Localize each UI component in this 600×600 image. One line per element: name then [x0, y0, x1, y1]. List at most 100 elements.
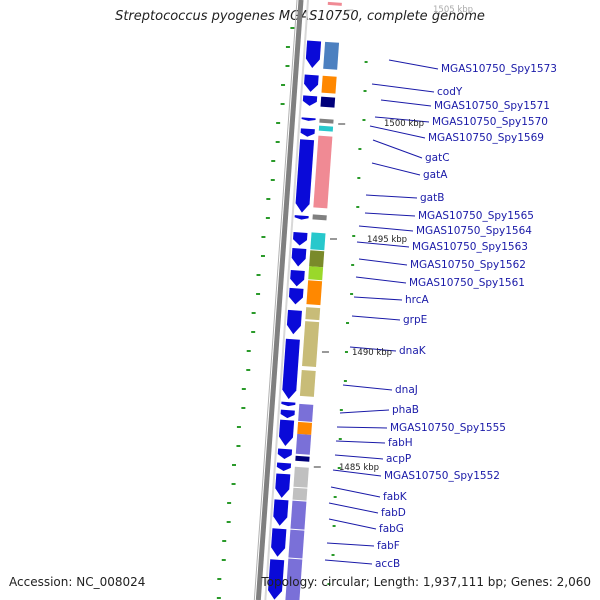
gene-label: gatA [423, 169, 448, 181]
label-leader-line [358, 225, 414, 232]
gene-label: dnaJ [395, 384, 418, 396]
gene-label: MGAS10750_Spy1573 [441, 63, 557, 75]
feature-block [299, 369, 316, 397]
genome-summary-text: Topology: circular; Length: 1,937,111 bp… [261, 575, 591, 589]
gene-label: grpE [403, 314, 428, 326]
label-leader-line [353, 296, 403, 301]
label-leader-line [336, 426, 388, 429]
label-leader-line [372, 139, 423, 159]
kbp-label: 1495 kbp [367, 235, 408, 245]
feature-block [292, 487, 308, 501]
label-leader-line [326, 542, 375, 547]
backbone-shadow [253, 0, 298, 600]
feature-block [310, 232, 326, 251]
feature-block [298, 403, 314, 422]
label-leader-line [335, 440, 386, 444]
feature-block [318, 125, 334, 132]
label-leader-line [349, 346, 397, 352]
gene-label: MGAS10750_Spy1569 [428, 132, 544, 144]
feature-block [295, 455, 310, 462]
kbp-label: 1490 kbp [352, 348, 393, 358]
label-leader-line [339, 409, 390, 414]
cds-arrow [290, 269, 305, 287]
cds-arrow [275, 473, 291, 498]
label-leader-line [369, 125, 426, 139]
label-leader-line [355, 276, 407, 284]
label-leader-line [351, 315, 401, 321]
feature-block [320, 96, 336, 108]
gene-label: MGAS10750_Spy1562 [410, 259, 526, 271]
feature-block [305, 307, 321, 321]
label-leader-line [380, 99, 432, 107]
gene-label: fabK [383, 491, 407, 503]
feature-block [312, 214, 327, 221]
label-leader-line [364, 212, 416, 217]
cds-arrow [293, 232, 308, 246]
gene-label: gatB [420, 192, 445, 204]
feature-block [313, 135, 333, 209]
cds-arrow [302, 95, 318, 106]
cds-arrow [301, 117, 316, 121]
accession-text: Accession: NC_008024 [9, 575, 146, 589]
feature-block [302, 321, 320, 367]
cds-arrow [281, 401, 296, 407]
gene-label: MGAS10750_Spy1565 [418, 210, 534, 222]
cds-arrow [280, 409, 295, 419]
gene-label: dnaK [399, 345, 426, 357]
gene-label: fabG [379, 523, 404, 535]
feature-block [295, 433, 312, 455]
gene-label: MGAS10750_Spy1571 [434, 100, 550, 112]
cds-arrow [295, 139, 315, 213]
gene-label: MGAS10750_Spy1561 [409, 277, 525, 289]
gene-label: accB [375, 558, 401, 570]
feature-block [297, 421, 313, 435]
label-leader-line [334, 454, 384, 460]
cds-arrow [291, 248, 307, 267]
backbone-outer [255, 0, 304, 600]
backbone-inner [264, 0, 309, 600]
feature-block [319, 118, 334, 124]
label-leader-line [388, 59, 439, 70]
label-leader-line [342, 384, 393, 391]
feature-block [309, 250, 325, 268]
cds-arrow [276, 462, 292, 471]
label-leader-line [332, 469, 382, 477]
label-leader-line [324, 559, 373, 565]
label-leader-line [365, 194, 418, 199]
gene-label: gatC [425, 152, 450, 164]
gene-label: MGAS10750_Spy1563 [412, 241, 528, 253]
label-leader-line [371, 162, 421, 176]
gene-label: acpP [386, 453, 412, 465]
label-leader-line [356, 241, 410, 248]
gene-label: fabF [377, 540, 400, 552]
cds-arrow [282, 338, 300, 400]
cds-arrow [288, 287, 304, 305]
feature-block [321, 75, 337, 94]
cds-arrow [268, 559, 285, 600]
gene-label: fabH [388, 437, 413, 449]
feature-block [306, 280, 323, 306]
gene-label: hrcA [405, 294, 429, 306]
feature-ring [268, 1, 342, 600]
cds-arrow [305, 40, 322, 68]
label-leader-line [330, 486, 381, 498]
label-leader-line [328, 502, 379, 514]
gene-label: MGAS10750_Spy1564 [416, 225, 532, 237]
cds-arrow [304, 74, 319, 92]
label-leader-line [358, 258, 408, 266]
cds-arrow [273, 499, 289, 526]
label-leader-line [328, 518, 377, 530]
cds-arrow [278, 419, 295, 447]
feature-block [327, 1, 342, 6]
kbp-label: 1485 kbp [339, 463, 380, 473]
cds-arrow [277, 448, 293, 459]
cds-arrow [286, 309, 302, 335]
gene-label: fabD [381, 507, 406, 519]
kbp-label: 1505 kbp [433, 5, 474, 15]
feature-block [323, 41, 340, 70]
label-leader-line [371, 83, 435, 93]
gene-label: MGAS10750_Spy1555 [390, 422, 506, 434]
kbp-label: 1500 kbp [384, 119, 425, 129]
label-leader-line [374, 116, 430, 123]
